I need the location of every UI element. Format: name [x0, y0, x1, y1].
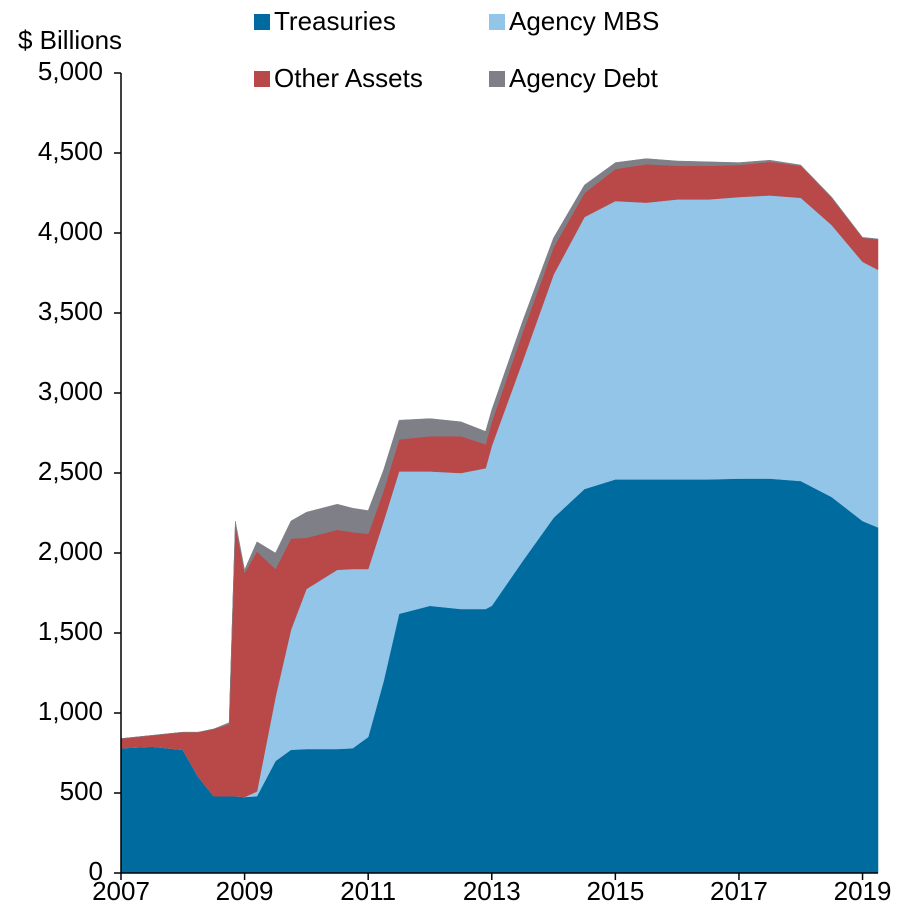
legend-label: Agency Debt	[509, 63, 659, 93]
legend-swatch	[254, 14, 270, 30]
legend-swatch	[489, 71, 505, 87]
y-tick-label: 2,500	[38, 456, 103, 486]
x-tick-label: 2013	[463, 876, 521, 906]
legend-label: Other Assets	[274, 63, 423, 93]
area	[120, 158, 879, 739]
y-tick-label: 1,500	[38, 616, 103, 646]
y-tick-label: 500	[60, 776, 103, 806]
y-tick-label: 3,500	[38, 296, 103, 326]
y-tick-label: 2,000	[38, 536, 103, 566]
y-tick-label: 0	[89, 856, 103, 886]
x-tick-label: 2011	[340, 876, 396, 906]
y-tick-label: 4,500	[38, 136, 103, 166]
x-tick-label: 2017	[710, 876, 768, 906]
x-tick-label: 2019	[834, 876, 892, 906]
y-tick-label: 4,000	[38, 216, 103, 246]
x-tick-label: 2009	[216, 876, 274, 906]
y-tick-label: 1,000	[38, 696, 103, 726]
y-tick-label: 3,000	[38, 376, 103, 406]
legend-label: Treasuries	[274, 6, 396, 36]
legend-label: Agency MBS	[509, 6, 659, 36]
x-tick-label: 2015	[586, 876, 644, 906]
y-tick-label: 5,000	[38, 56, 103, 86]
x-tick-label: 2007	[92, 876, 150, 906]
y-axis-title: $ Billions	[18, 25, 122, 55]
legend-swatch	[489, 14, 505, 30]
legend-swatch	[254, 71, 270, 87]
